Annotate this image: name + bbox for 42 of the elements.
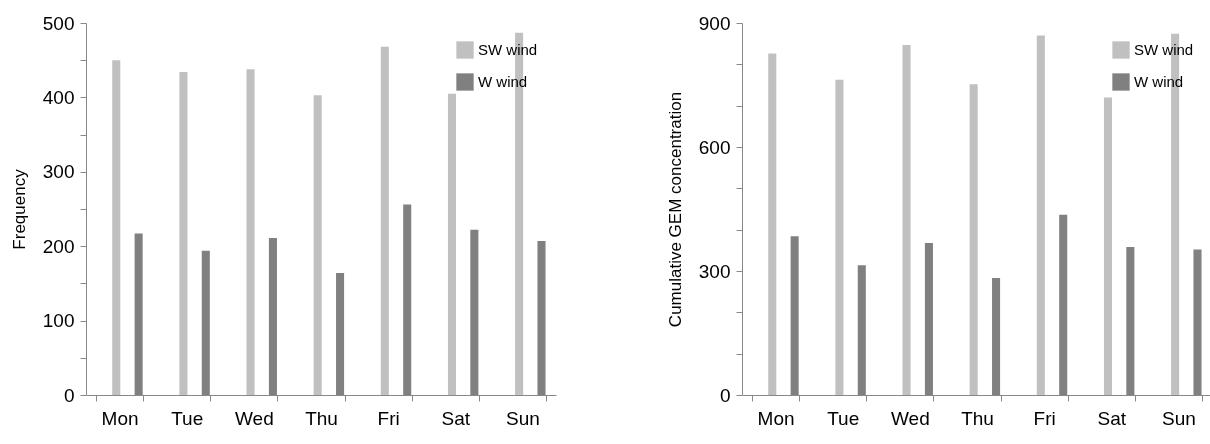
- bar: [1036, 35, 1045, 395]
- y-tick-label: 300: [698, 260, 731, 282]
- x-tick-label: Mon: [101, 407, 139, 429]
- y-tick-label: 0: [719, 384, 731, 406]
- y-tick-label: 100: [42, 310, 75, 332]
- legend-label: W wind: [478, 73, 528, 90]
- x-tick-label: Mon: [757, 407, 795, 429]
- legend-label: SW wind: [478, 41, 538, 58]
- y-tick-label: 200: [42, 235, 75, 257]
- bar: [313, 95, 322, 395]
- y-tick-label: 900: [698, 12, 731, 34]
- bar: [902, 44, 911, 395]
- y-tick-label: 600: [698, 136, 731, 158]
- x-tick-label: Thu: [961, 407, 994, 429]
- x-tick-label: Tue: [171, 407, 204, 429]
- x-tick-label: Sun: [1162, 407, 1196, 429]
- x-tick-label: Wed: [890, 407, 930, 429]
- y-axis-title: Frequency: [9, 168, 29, 250]
- x-tick-label: Fri: [1033, 407, 1056, 429]
- x-tick-label: Tue: [827, 407, 860, 429]
- bar: [1103, 97, 1112, 395]
- x-tick-label: Wed: [234, 407, 274, 429]
- bar: [112, 60, 121, 395]
- x-tick-label: Sat: [441, 407, 471, 429]
- bar: [246, 69, 255, 395]
- y-tick-label: 500: [42, 12, 75, 34]
- legend-label: SW wind: [1134, 41, 1194, 58]
- legend-label: W wind: [1134, 73, 1184, 90]
- bar: [179, 72, 188, 395]
- y-tick-label: 300: [42, 161, 75, 183]
- y-axis-title: Cumulative GEM concentration: [665, 91, 685, 328]
- y-tick-label: 0: [63, 384, 75, 406]
- x-tick-label: Thu: [305, 407, 338, 429]
- x-tick-label: Fri: [377, 407, 400, 429]
- bar: [969, 84, 978, 395]
- bar: [835, 79, 844, 395]
- bar: [380, 46, 389, 395]
- bar: [447, 93, 456, 395]
- x-tick-label: Sun: [506, 407, 540, 429]
- y-tick-label: 400: [42, 86, 75, 108]
- bar: [768, 53, 777, 395]
- x-tick-label: Sat: [1097, 407, 1127, 429]
